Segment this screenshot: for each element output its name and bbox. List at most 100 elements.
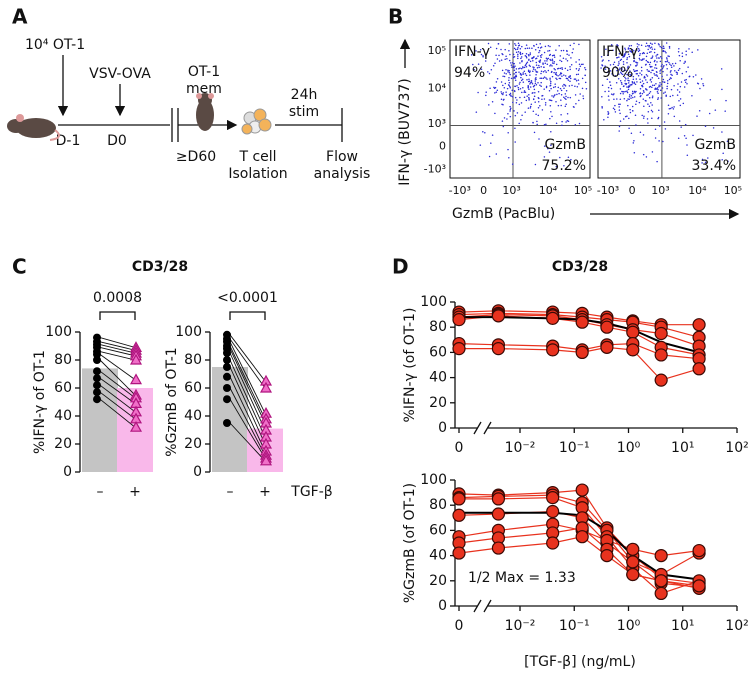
x-tick-label: 10⁻² bbox=[505, 618, 536, 634]
event-dot-texture bbox=[645, 74, 648, 76]
event-dot-texture bbox=[661, 63, 663, 66]
event-dot-texture bbox=[519, 67, 521, 69]
event-dot-texture bbox=[624, 76, 626, 79]
event-dot-texture bbox=[553, 62, 555, 65]
event-dot-texture bbox=[666, 87, 668, 90]
event-dot-texture bbox=[584, 66, 586, 69]
event-dot-texture bbox=[543, 124, 546, 126]
event-dot-texture bbox=[534, 69, 537, 71]
event-dot-texture bbox=[709, 99, 712, 101]
event-dot-texture bbox=[511, 89, 513, 92]
event-dot-texture bbox=[519, 87, 522, 90]
event-dot-texture bbox=[507, 71, 509, 73]
event-dot-texture bbox=[527, 69, 530, 72]
event-dot-texture bbox=[639, 52, 641, 55]
event-dot-texture bbox=[549, 79, 551, 81]
event-dot-texture bbox=[660, 65, 663, 67]
event-dot-texture bbox=[539, 47, 542, 49]
event-dot-texture bbox=[520, 56, 523, 58]
event-dot-texture bbox=[626, 61, 628, 64]
event-dot-texture bbox=[633, 82, 635, 84]
event-dot-texture bbox=[529, 52, 532, 54]
event-dot-texture bbox=[632, 75, 635, 78]
event-dot-texture bbox=[631, 81, 634, 83]
event-dot-texture bbox=[651, 104, 653, 106]
point bbox=[491, 507, 506, 521]
event-dot-texture bbox=[529, 65, 531, 67]
point bbox=[654, 548, 668, 563]
event-dot-texture bbox=[668, 45, 671, 48]
event-dot-texture bbox=[492, 65, 495, 67]
event-dot-texture bbox=[675, 71, 678, 73]
event-dot-texture bbox=[631, 93, 634, 95]
event-dot-texture bbox=[642, 134, 645, 136]
event-dot-texture bbox=[541, 98, 543, 100]
diagram-text: D-1 bbox=[56, 133, 81, 149]
event-dot-texture bbox=[502, 84, 504, 87]
event-dot-texture bbox=[639, 95, 642, 98]
event-dot-texture bbox=[540, 66, 542, 68]
x-tick-label: 10³ bbox=[651, 184, 669, 197]
event-dot-texture bbox=[568, 76, 570, 79]
event-dot-texture bbox=[641, 52, 644, 55]
x-axis-title: GzmB (PacBlu) bbox=[452, 206, 555, 222]
event-dot-texture bbox=[626, 115, 628, 117]
event-dot-texture bbox=[521, 52, 524, 55]
event-dot-texture bbox=[654, 74, 656, 76]
diagram-text: D0 bbox=[107, 133, 127, 149]
event-dot-texture bbox=[714, 109, 717, 111]
event-dot-texture bbox=[537, 106, 540, 109]
event-dot-texture bbox=[542, 77, 545, 80]
event-dot-texture bbox=[490, 69, 493, 71]
event-dot-texture bbox=[638, 101, 641, 104]
event-dot-texture bbox=[701, 158, 704, 161]
event-dot-texture bbox=[627, 104, 629, 107]
event-dot-texture bbox=[649, 65, 652, 68]
triangle bbox=[259, 454, 273, 466]
event-dot-texture bbox=[514, 141, 516, 143]
event-dot-texture bbox=[537, 55, 539, 57]
x-tick-label: 10⁰ bbox=[617, 440, 641, 456]
event-dot-texture bbox=[504, 48, 506, 51]
event-dot-texture bbox=[484, 60, 487, 62]
event-dot-texture bbox=[496, 89, 499, 91]
event-dot-texture bbox=[514, 114, 517, 117]
event-dot-texture bbox=[518, 103, 521, 106]
event-dot-texture bbox=[618, 56, 620, 58]
event-dot-texture bbox=[564, 105, 567, 107]
event-dot-texture bbox=[504, 58, 506, 60]
event-dot-texture bbox=[635, 65, 637, 67]
x-tick-label: 10¹ bbox=[671, 618, 694, 634]
event-dot-texture bbox=[494, 112, 496, 115]
event-dot-texture bbox=[548, 49, 551, 52]
event-dot-texture bbox=[543, 66, 545, 69]
event-dot-texture bbox=[477, 63, 480, 65]
event-dot-texture bbox=[611, 73, 613, 75]
event-dot-texture bbox=[687, 66, 689, 68]
event-dot-texture bbox=[582, 97, 585, 100]
event-dot-texture bbox=[634, 83, 637, 86]
event-dot-texture bbox=[622, 118, 625, 120]
event-dot-texture bbox=[497, 43, 500, 45]
event-dot-texture bbox=[538, 138, 540, 140]
event-dot-texture bbox=[566, 53, 568, 55]
event-dot-texture bbox=[610, 43, 613, 46]
event-dot-texture bbox=[668, 61, 670, 64]
event-dot-texture bbox=[601, 107, 603, 109]
event-dot-texture bbox=[656, 75, 659, 77]
event-dot-texture bbox=[584, 74, 586, 77]
event-dot-texture bbox=[550, 110, 552, 113]
event-dot-texture bbox=[659, 89, 662, 92]
event-dot-texture bbox=[546, 78, 548, 80]
event-dot-texture bbox=[670, 64, 672, 67]
event-dot-texture bbox=[618, 61, 620, 63]
event-dot-texture bbox=[506, 57, 508, 60]
event-dot-texture bbox=[624, 115, 627, 118]
p-value: 0.0008 bbox=[93, 290, 142, 306]
pair-line bbox=[229, 398, 266, 459]
event-dot-texture bbox=[628, 94, 631, 96]
diagram-text: ≥D60 bbox=[176, 149, 216, 165]
event-dot-texture bbox=[563, 87, 565, 90]
event-dot-texture bbox=[639, 81, 642, 83]
event-dot-texture bbox=[647, 93, 649, 96]
